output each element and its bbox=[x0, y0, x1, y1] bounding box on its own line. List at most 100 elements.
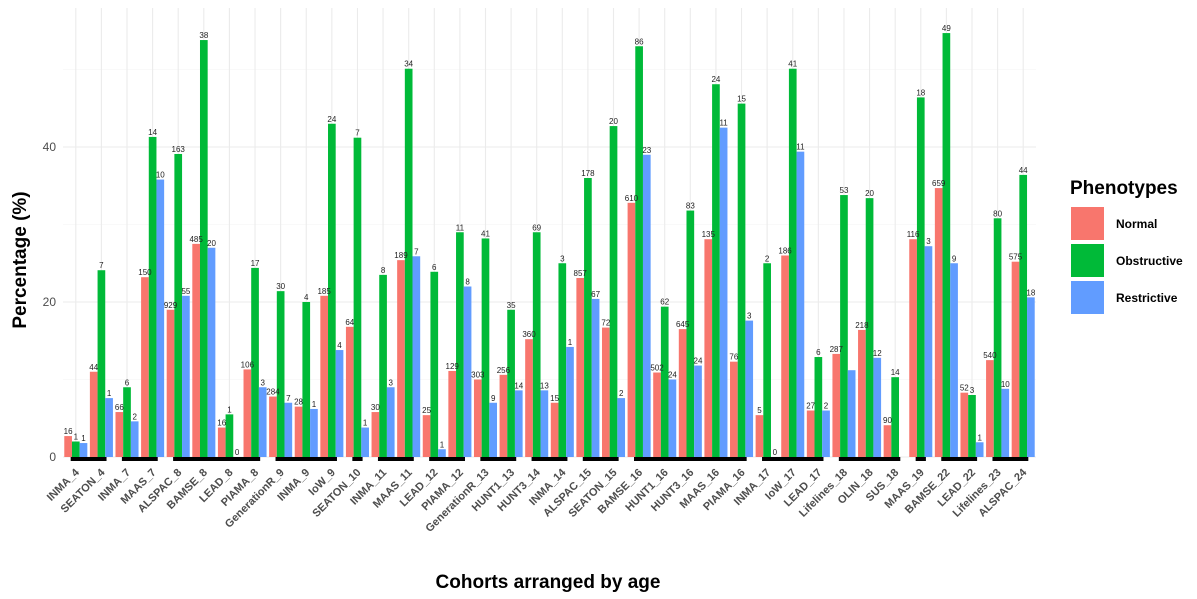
bar-label-normal-MAAS_19: 116 bbox=[907, 230, 920, 239]
bar-restrictive-ALSPAC_24 bbox=[1027, 297, 1035, 457]
bar-normal-SEATON_4 bbox=[89, 371, 98, 457]
bar-obstructive-INMA_9 bbox=[302, 302, 311, 457]
bar-label-obstructive-MAAS_11: 34 bbox=[404, 60, 413, 69]
bar-obstructive-BAMSE_16 bbox=[635, 46, 643, 457]
bar-obstructive-BAMSE_22 bbox=[942, 33, 951, 457]
bar-obstructive-HUNT3_16 bbox=[686, 210, 695, 457]
bar-restrictive-ALSPAC_15 bbox=[591, 298, 600, 457]
x-ticks-layer: INMA_4SEATON_4INMA_7MAAS_7ALSPAC_8BAMSE_… bbox=[45, 466, 1030, 535]
bar-label-restrictive-SEATON_10: 1 bbox=[363, 419, 368, 428]
bar-normal-SEATON_10 bbox=[345, 326, 354, 457]
bar-label-normal-INMA_17: 5 bbox=[757, 406, 762, 415]
bar-label-normal-BAMSE_16: 610 bbox=[625, 194, 639, 203]
bar-restrictive-IoW_17 bbox=[796, 151, 805, 457]
bar-normal-LEAD_17 bbox=[806, 410, 815, 457]
y-tick-label: 0 bbox=[49, 450, 56, 464]
bar-label-normal-INMA_11: 30 bbox=[371, 403, 380, 412]
bar-normal-MAAS_11 bbox=[397, 260, 405, 457]
bar-label-normal-LEAD_8: 16 bbox=[217, 419, 226, 428]
bar-obstructive-HUNT1_16 bbox=[660, 306, 669, 457]
bar-label-normal-IoW_17: 186 bbox=[778, 247, 792, 256]
bar-obstructive-INMA_11 bbox=[379, 274, 387, 457]
bar-label-normal-ALSPAC_24: 575 bbox=[1009, 253, 1023, 262]
bar-obstructive-LEAD_8 bbox=[225, 414, 234, 457]
bar-restrictive-BAMSE_8 bbox=[207, 247, 216, 457]
bar-label-obstructive-ALSPAC_24: 44 bbox=[1019, 166, 1028, 175]
bar-restrictive-GenerationR_13 bbox=[489, 402, 498, 457]
bar-label-obstructive-BAMSE_16: 86 bbox=[635, 37, 644, 46]
bar-label-obstructive-GenerationR_13: 41 bbox=[481, 229, 490, 238]
y-ticks-layer: 0 20 40 bbox=[43, 140, 57, 464]
bar-label-restrictive-HUNT1_13: 14 bbox=[514, 381, 523, 390]
bar-label-restrictive-INMA_9: 1 bbox=[312, 400, 317, 409]
bar-normal-IoW_9 bbox=[320, 295, 329, 457]
bar-normal-GenerationR_13 bbox=[473, 379, 482, 457]
bar-restrictive-LEAD_12 bbox=[438, 449, 446, 457]
bar-restrictive-INMA_9 bbox=[310, 408, 318, 457]
bar-normal-INMA_14 bbox=[550, 402, 559, 457]
legend-swatch-restrictive bbox=[1071, 281, 1104, 314]
age-group-bar-7 bbox=[480, 457, 517, 461]
bar-labels-layer: 161 1447166621501410929163554853820161010… bbox=[64, 24, 1036, 457]
bar-label-restrictive-PIAMA_8: 3 bbox=[260, 378, 265, 387]
bar-obstructive-OLIN_18 bbox=[865, 198, 874, 457]
bar-label-normal-BAMSE_22: 659 bbox=[932, 179, 946, 188]
bar-label-normal-BAMSE_8: 485 bbox=[189, 235, 203, 244]
bar-label-restrictive-INMA_7: 2 bbox=[132, 412, 137, 421]
bar-label-restrictive-HUNT3_14: 13 bbox=[540, 381, 549, 390]
bar-normal-SUS_18 bbox=[883, 425, 892, 457]
bar-label-normal-Lifelines_18: 287 bbox=[830, 345, 844, 354]
bar-label-obstructive-ALSPAC_15: 178 bbox=[581, 169, 595, 178]
bar-label-obstructive-HUNT3_14: 69 bbox=[532, 223, 541, 232]
bar-label-obstructive-PIAMA_12: 11 bbox=[456, 223, 465, 232]
bar-label-normal-INMA_4: 16 bbox=[64, 427, 73, 436]
bar-label-obstructive-INMA_7: 6 bbox=[125, 378, 130, 387]
bar-label-normal-SEATON_10: 64 bbox=[345, 318, 354, 327]
bar-normal-ALSPAC_24 bbox=[1011, 261, 1020, 457]
bar-label-restrictive-SEATON_15: 2 bbox=[619, 389, 624, 398]
bar-obstructive-HUNT1_13 bbox=[507, 309, 515, 457]
bar-label-normal-HUNT3_14: 360 bbox=[522, 330, 536, 339]
bar-restrictive-PIAMA_12 bbox=[463, 286, 472, 457]
bar-obstructive-INMA_14 bbox=[558, 263, 567, 457]
bar-normal-INMA_9 bbox=[294, 406, 303, 457]
bar-restrictive-HUNT3_16 bbox=[694, 365, 702, 457]
bar-restrictive-PIAMA_8 bbox=[258, 387, 267, 457]
bar-label-obstructive-IoW_17: 41 bbox=[788, 60, 797, 69]
bar-label-obstructive-LEAD_17: 6 bbox=[816, 348, 821, 357]
bar-restrictive-ALSPAC_8 bbox=[182, 295, 190, 457]
bar-obstructive-IoW_17 bbox=[788, 68, 797, 457]
bar-label-obstructive-OLIN_18: 20 bbox=[865, 189, 874, 198]
age-group-bar-4 bbox=[352, 457, 363, 461]
bar-label-restrictive-SEATON_4: 1 bbox=[107, 389, 112, 398]
bar-obstructive-Lifelines_23 bbox=[993, 218, 1002, 457]
bar-restrictive-LEAD_22 bbox=[975, 442, 984, 457]
bar-label-obstructive-HUNT1_16: 62 bbox=[660, 298, 669, 307]
bar-label-restrictive-BAMSE_8: 20 bbox=[207, 239, 216, 248]
bar-label-normal-ALSPAC_8: 929 bbox=[164, 301, 178, 310]
legend-label-obstructive: Obstructive bbox=[1116, 254, 1183, 268]
y-axis-title: Percentage (%) bbox=[10, 191, 31, 328]
bar-restrictive-MAAS_11 bbox=[412, 256, 421, 457]
bar-obstructive-INMA_17 bbox=[763, 263, 771, 457]
bar-normal-HUNT3_14 bbox=[525, 339, 533, 457]
bar-label-normal-SEATON_15: 72 bbox=[601, 319, 610, 328]
bar-restrictive-MAAS_19 bbox=[924, 246, 933, 457]
bar-normal-BAMSE_8 bbox=[192, 243, 200, 457]
bar-restrictive-SEATON_15 bbox=[617, 398, 626, 457]
bar-obstructive-SUS_18 bbox=[891, 377, 900, 457]
bar-label-restrictive-INMA_14: 1 bbox=[568, 338, 573, 347]
bar-normal-HUNT1_13 bbox=[499, 374, 508, 457]
bar-label-obstructive-MAAS_7: 14 bbox=[148, 128, 157, 137]
bar-label-normal-SUS_18: 90 bbox=[883, 416, 892, 425]
bar-label-obstructive-INMA_4: 1 bbox=[74, 433, 79, 442]
bar-label-restrictive-BAMSE_16: 23 bbox=[642, 146, 651, 155]
bar-label-normal-MAAS_7: 150 bbox=[138, 268, 152, 277]
bar-obstructive-PIAMA_8 bbox=[251, 267, 259, 457]
bar-obstructive-SEATON_15 bbox=[609, 126, 618, 457]
bar-label-normal-INMA_9: 28 bbox=[294, 398, 303, 407]
bar-label-normal-PIAMA_8: 106 bbox=[241, 360, 255, 369]
bar-label-restrictive-MAAS_7: 10 bbox=[156, 171, 165, 180]
bar-label-restrictive-OLIN_18: 12 bbox=[873, 349, 882, 358]
